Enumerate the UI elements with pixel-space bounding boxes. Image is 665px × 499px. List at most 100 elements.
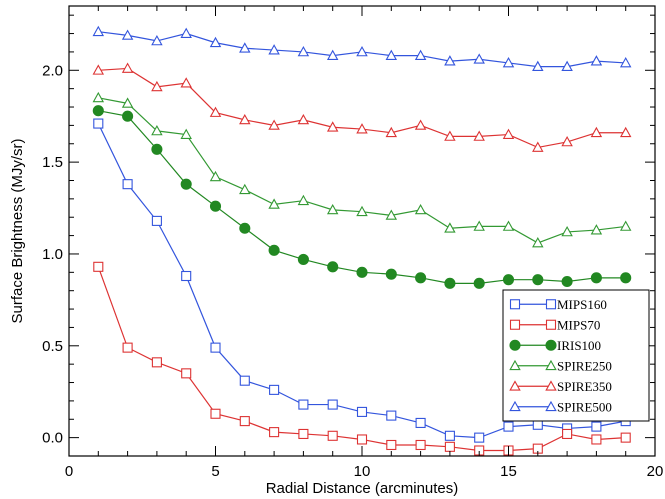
data-point-mips160 (298, 399, 309, 410)
data-point-mips160 (474, 432, 485, 443)
data-point-iris100 (415, 272, 427, 284)
data-point-spire500 (268, 44, 280, 55)
data-point-spire250 (502, 220, 515, 231)
data-point-mips160 (93, 118, 104, 129)
data-point-spire250 (590, 224, 603, 235)
data-point-iris100 (327, 261, 339, 273)
data-point-mips160 (444, 430, 455, 441)
data-point-iris100 (502, 274, 515, 286)
data-point-iris100 (151, 143, 163, 155)
data-point-spire250 (92, 91, 105, 103)
data-point-mips160 (415, 417, 426, 428)
legend-label: MIPS70 (557, 317, 600, 332)
x-tick-label: 10 (354, 463, 371, 480)
data-point-spire250 (532, 237, 544, 248)
data-point-spire250 (268, 198, 280, 209)
data-point-iris100 (209, 200, 222, 212)
data-point-spire350 (414, 119, 427, 130)
data-point-spire250 (444, 222, 456, 233)
data-point-mips160 (356, 406, 368, 417)
legend-entry-mips160: MIPS160 (509, 297, 607, 312)
data-point-spire500 (297, 45, 310, 57)
data-point-mips70 (122, 342, 133, 353)
x-tick-label: 5 (211, 463, 219, 480)
y-axis-title: Surface Brightness (MJy/sr) (9, 138, 26, 323)
data-point-mips70 (620, 432, 631, 443)
legend-marker (545, 359, 557, 371)
data-point-mips70 (356, 434, 368, 445)
legend-marker (545, 299, 557, 310)
data-point-spire500 (414, 49, 427, 60)
data-point-spire250 (297, 194, 310, 206)
data-point-iris100 (561, 275, 573, 288)
data-point-iris100 (122, 110, 134, 122)
data-point-iris100 (239, 222, 251, 234)
data-point-spire250 (619, 220, 632, 231)
data-point-mips160 (532, 419, 543, 430)
legend-entry-spire250: SPIRE250 (509, 358, 612, 373)
series-line-spire350 (98, 67, 626, 149)
legend-label: SPIRE250 (557, 358, 612, 373)
data-point-spire250 (356, 205, 368, 217)
data-point-spire350 (92, 64, 105, 75)
data-point-spire250 (561, 225, 573, 237)
legend-label: SPIRE350 (557, 379, 612, 394)
data-point-mips70 (181, 368, 192, 379)
series-line-iris100 (98, 110, 626, 284)
data-point-spire250 (385, 209, 398, 220)
legend-entry-mips70: MIPS70 (509, 317, 600, 332)
legend: MIPS160 MIPS70 IRIS100 SPIRE250 SPIRE350 SPIR… (502, 289, 650, 422)
data-point-spire500 (619, 57, 632, 68)
legend-marker (509, 380, 521, 391)
data-point-spire350 (239, 113, 251, 125)
legend-marker (509, 359, 521, 371)
y-tick-label: 1.5 (42, 154, 63, 171)
series-mips160 (93, 118, 631, 443)
data-point-spire250 (121, 97, 134, 108)
data-point-mips160 (239, 375, 250, 386)
legend-label: MIPS160 (557, 297, 607, 312)
data-point-spire500 (121, 29, 134, 40)
data-point-iris100 (385, 268, 397, 280)
data-point-spire500 (561, 60, 573, 72)
data-point-iris100 (268, 244, 280, 256)
data-point-mips70 (298, 428, 309, 440)
data-point-spire350 (473, 130, 485, 141)
data-point-iris100 (473, 277, 485, 289)
data-point-spire500 (502, 57, 515, 68)
y-tick-label: 0.0 (42, 430, 63, 447)
data-point-mips70 (562, 428, 573, 440)
data-point-spire250 (326, 203, 339, 215)
data-point-iris100 (356, 266, 368, 278)
data-point-spire350 (385, 126, 398, 138)
data-point-mips160 (591, 421, 602, 432)
data-point-mips70 (93, 261, 104, 272)
data-point-spire350 (121, 62, 134, 73)
data-point-mips160 (151, 215, 162, 226)
data-point-mips70 (386, 439, 397, 451)
legend-entry-spire350: SPIRE350 (509, 379, 612, 394)
data-point-spire250 (239, 183, 251, 195)
data-point-spire500 (209, 36, 222, 48)
series-spire250 (92, 91, 632, 248)
legend-box (502, 289, 650, 422)
data-point-spire350 (209, 106, 222, 117)
data-point-spire500 (444, 55, 456, 66)
series-line-spire250 (98, 97, 626, 244)
legend-entry-iris100: IRIS100 (509, 338, 601, 353)
legend-marker (509, 339, 521, 351)
data-point-mips70 (269, 427, 280, 438)
data-point-spire350 (297, 113, 310, 125)
data-point-spire250 (473, 220, 485, 231)
data-point-spire350 (444, 130, 456, 141)
y-tick-label: 1.0 (42, 246, 63, 263)
data-point-mips70 (415, 439, 426, 451)
data-point-iris100 (444, 277, 456, 289)
series-layer (92, 25, 632, 456)
data-point-mips70 (210, 408, 221, 419)
y-tick-label: 2.0 (42, 62, 63, 79)
legend-marker (509, 400, 521, 412)
data-point-spire350 (502, 128, 515, 139)
x-tick-label: 20 (647, 463, 664, 480)
